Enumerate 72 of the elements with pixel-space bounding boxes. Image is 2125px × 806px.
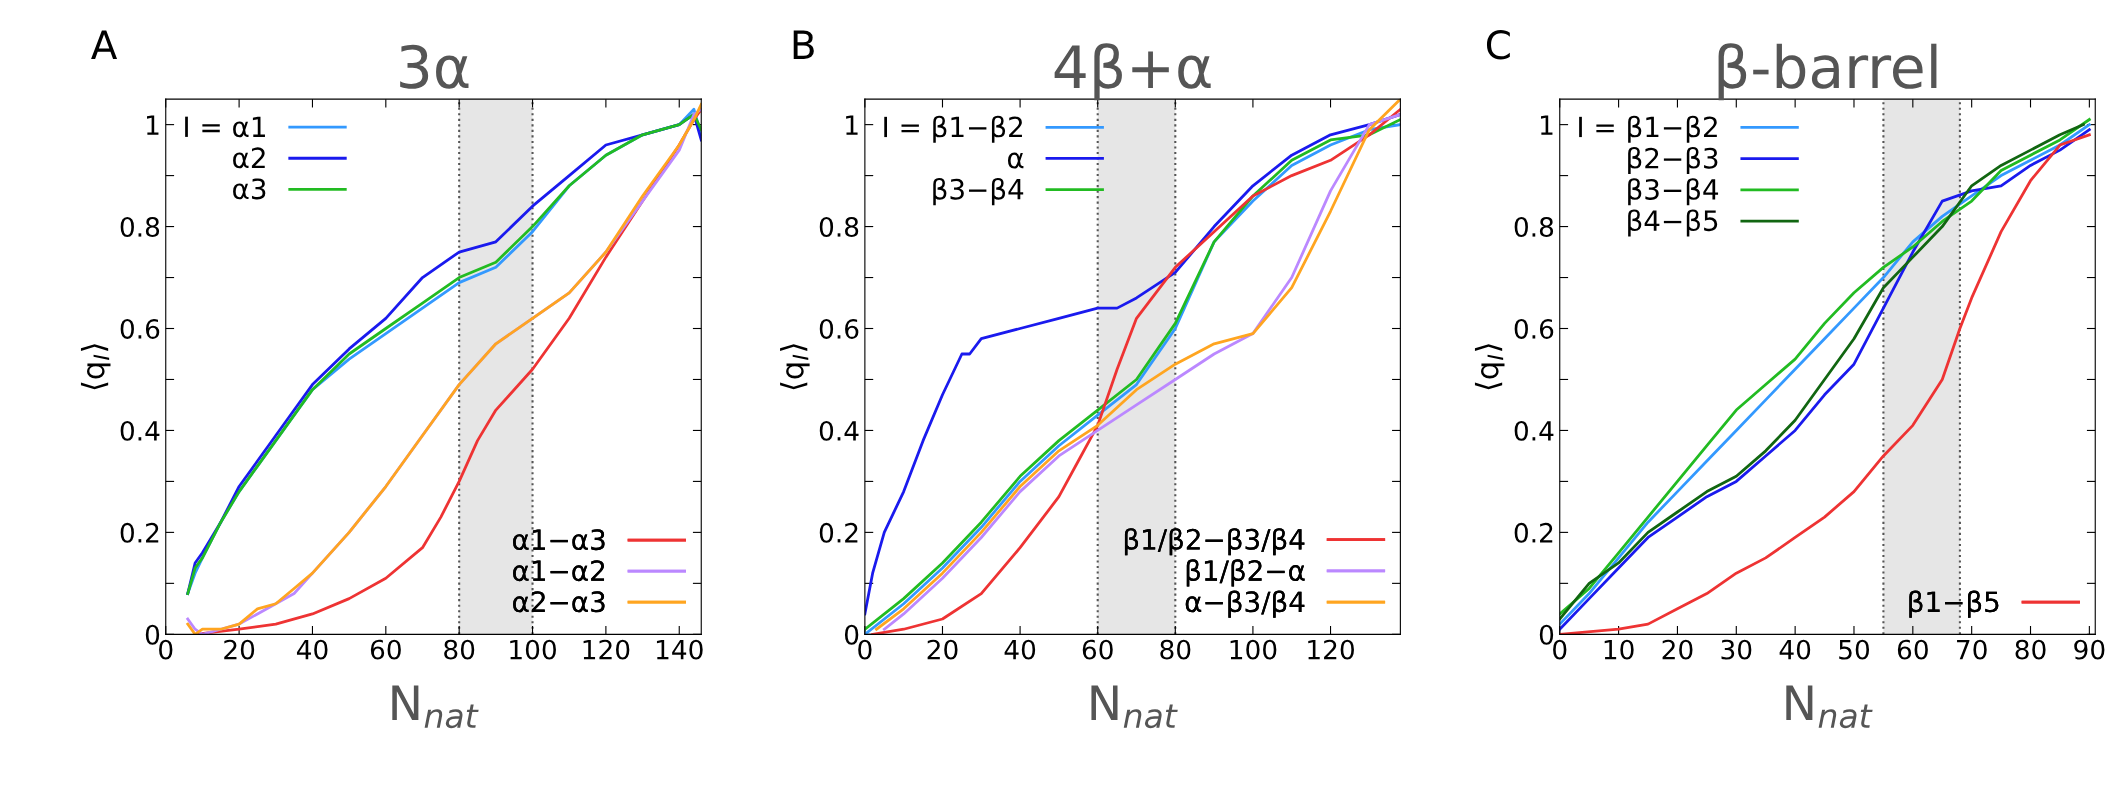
x-tick-label: 90	[2074, 639, 2105, 660]
y-tick-label: 0.4	[120, 420, 160, 441]
y-tick-label: 0.6	[1514, 318, 1554, 339]
x-tick-label: 120	[1308, 639, 1354, 660]
y-tick-label: 0	[1539, 624, 1554, 645]
x-tick-label: 80	[2015, 639, 2046, 660]
legend-label: α	[1007, 152, 1024, 169]
x-tick-label: 40	[1779, 639, 1811, 660]
legend-label: β2−β3	[1628, 147, 1718, 175]
x-tick-label: 40	[1004, 639, 1036, 660]
text: B	[793, 30, 814, 59]
legend-label: I = α1	[185, 116, 265, 138]
y-tick-label: 0	[844, 624, 859, 645]
legend-label: α1−α3	[513, 529, 605, 551]
x-axis-title: N$_{nat}$	[392, 685, 479, 729]
x-tick-label: 80	[1160, 639, 1191, 660]
legend-label: α1−α2	[513, 560, 605, 582]
legend-label: β1/β2−α	[1186, 559, 1305, 587]
y-tick-label: 1	[147, 115, 159, 135]
chart-title: 3α	[400, 44, 469, 89]
x-tick-label: 60	[1897, 639, 1928, 660]
text: C	[1486, 30, 1510, 60]
legend-label: β4−β5	[1628, 209, 1718, 237]
y-tick-label: 0.4	[1514, 420, 1554, 441]
x-tick-label: 0	[1553, 639, 1567, 660]
x-tick-label: 100	[510, 639, 556, 660]
legend-label: β1−β5	[1909, 590, 1999, 618]
x-tick-label: 20	[1662, 639, 1693, 660]
legend-label: I = β1−β2	[884, 115, 1022, 143]
legend-label: α2−α3	[513, 591, 605, 613]
x-tick-label: 120	[583, 639, 630, 660]
y-tick-label: 0	[145, 624, 160, 645]
y-tick-label: 1	[1541, 115, 1553, 135]
y-tick-label: 0.8	[819, 217, 859, 237]
x-tick-label: 60	[370, 639, 401, 660]
legend-label: I = β1−β2	[1579, 115, 1717, 143]
y-tick-label: 0.8	[120, 217, 160, 237]
legend-label: α−β3/β4	[1185, 590, 1305, 618]
y-tick-label: 0.6	[120, 318, 160, 339]
x-tick-label: 0	[159, 639, 173, 660]
legend-label: α2	[233, 147, 265, 169]
y-tick-label: 1	[846, 115, 858, 135]
x-tick-label: 30	[1721, 639, 1752, 660]
legend-label: α3	[233, 178, 266, 200]
y-tick-label: 0.2	[1514, 522, 1553, 543]
y-axis-title: ⟨q$_{I}$⟩	[80, 344, 111, 390]
x-axis-title: N$_{nat}$	[1091, 685, 1178, 729]
x-tick-label: 60	[1082, 639, 1113, 660]
x-tick-label: 100	[1230, 639, 1277, 660]
legend-label: β3−β4	[933, 178, 1024, 206]
x-tick-label: 20	[927, 639, 958, 660]
y-tick-label: 0.4	[819, 420, 859, 441]
x-tick-label: 40	[296, 639, 328, 660]
y-axis-title: ⟨q$_{I}$⟩	[780, 344, 810, 390]
x-tick-label: 50	[1839, 639, 1870, 660]
x-tick-label: 10	[1604, 639, 1634, 660]
y-axis-title: ⟨q$_{I}$⟩	[1474, 344, 1505, 390]
chart-title: 4β+α	[1054, 43, 1211, 101]
x-tick-label: 20	[224, 639, 255, 660]
chart-title: β-barrel	[1718, 43, 1937, 101]
x-axis-title: N$_{nat}$	[1786, 685, 1873, 729]
x-tick-label: 140	[656, 639, 703, 660]
y-tick-label: 0.6	[819, 318, 859, 339]
legend-label: β3−β4	[1628, 178, 1719, 206]
x-tick-label: 0	[858, 639, 872, 660]
y-tick-label: 0.2	[120, 522, 159, 543]
y-tick-label: 0.2	[819, 522, 858, 543]
y-tick-label: 0.8	[1514, 217, 1554, 237]
x-tick-label: 70	[1957, 639, 1987, 660]
x-tick-label: 80	[444, 639, 475, 660]
text: A	[91, 30, 118, 59]
legend-label: β1/β2−β3/β4	[1124, 528, 1305, 556]
